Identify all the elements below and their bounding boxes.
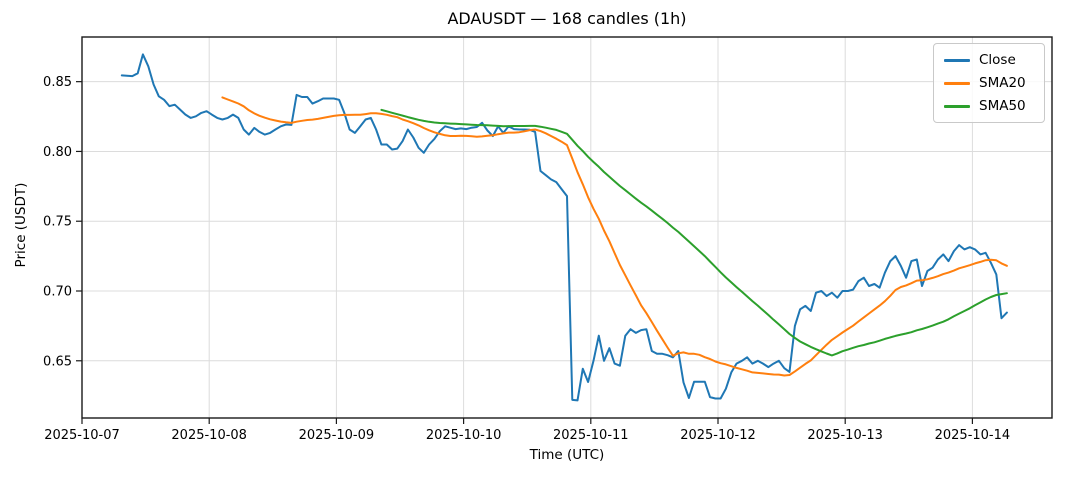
sma50-legend-swatch-icon (944, 104, 970, 108)
close-legend-swatch-icon (944, 58, 970, 62)
x-tick-label: 2025-10-13 (807, 428, 883, 443)
x-tick-label: 2025-10-08 (171, 428, 247, 443)
y-axis-label: Price (USDT) (13, 182, 29, 268)
legend-label-sma50: SMA50 (979, 98, 1026, 114)
legend-entry-close: Close (944, 52, 1034, 68)
x-tick-label: 2025-10-12 (680, 428, 756, 443)
legend-entry-sma50: SMA50 (944, 98, 1034, 114)
sma50-line (380, 108, 1008, 357)
sma20-line (221, 96, 1008, 377)
plot-border (81, 36, 1053, 419)
sma20-legend-swatch-icon (944, 81, 970, 85)
y-tick-label: 0.65 (43, 354, 72, 369)
y-tick-label: 0.75 (43, 215, 72, 230)
legend: Close SMA20 SMA50 (933, 43, 1045, 123)
chart-title: ADAUSDT — 168 candles (1h) (447, 9, 687, 28)
close-line (120, 53, 1008, 402)
x-tick-label: 2025-10-10 (426, 428, 502, 443)
legend-label-sma20: SMA20 (979, 75, 1026, 91)
y-tick-label: 0.80 (43, 145, 72, 160)
y-tick-label: 0.70 (43, 285, 72, 300)
x-tick-label: 2025-10-11 (553, 428, 629, 443)
x-tick-label: 2025-10-07 (44, 428, 120, 443)
x-axis-label: Time (UTC) (529, 447, 605, 463)
y-tick-label: 0.85 (43, 75, 72, 90)
x-tick-label: 2025-10-09 (299, 428, 375, 443)
legend-entry-sma20: SMA20 (944, 75, 1034, 91)
legend-label-close: Close (979, 52, 1016, 68)
x-tick-label: 2025-10-14 (935, 428, 1011, 443)
